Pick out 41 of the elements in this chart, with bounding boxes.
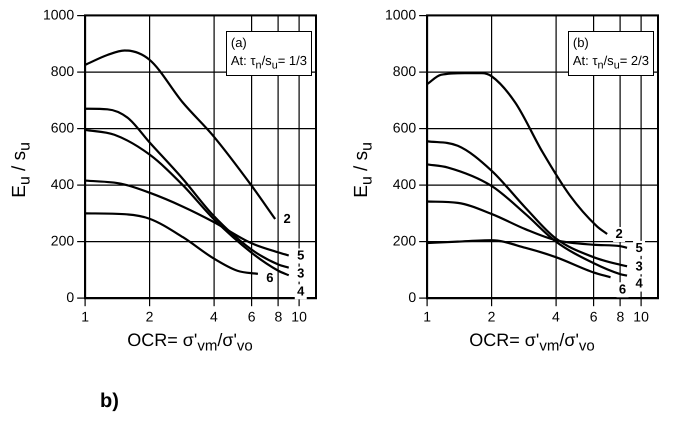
y-tick-label: 600 — [392, 119, 416, 136]
y-tick-label: 200 — [50, 232, 74, 248]
x-tick-label: 2 — [146, 308, 154, 324]
series-label: 3 — [297, 266, 304, 281]
series-label: 4 — [635, 276, 644, 291]
x-tick-label: 1 — [81, 308, 90, 324]
series-label: 6 — [618, 281, 626, 296]
y-tick-label: 600 — [50, 119, 74, 136]
x-tick-label: 6 — [590, 308, 598, 324]
x-tick-label: 6 — [248, 308, 256, 324]
series-label: 2 — [284, 211, 291, 226]
series-label: 3 — [635, 258, 643, 274]
y-tick-label: 800 — [50, 62, 74, 79]
y-tick-label: 400 — [50, 176, 74, 192]
x-tick-label: 8 — [274, 308, 282, 324]
x-axis-title: OCR= σ'$_{vm}$/σ'$_{vo}$ — [468, 330, 596, 355]
x-tick-label: 1 — [423, 308, 432, 324]
y-tick-label: 800 — [392, 62, 416, 79]
x-tick-label: 10 — [291, 308, 308, 324]
y-tick-label: 400 — [392, 176, 416, 192]
series-label: 5 — [297, 248, 304, 263]
annotation: (b) — [572, 35, 589, 50]
series-label: 5 — [635, 240, 643, 255]
series-label: 2 — [616, 226, 623, 242]
y-tick-label: 200 — [392, 232, 416, 248]
x-tick-label: 4 — [210, 308, 218, 324]
annotation: (a) — [230, 35, 247, 50]
x-tick-label: 2 — [488, 308, 496, 324]
y-tick-label: 1000 — [384, 6, 416, 22]
y-tick-label: 1000 — [42, 6, 74, 22]
series-label: 4 — [297, 283, 306, 298]
x-axis-title: OCR= σ'$_{vm}$/σ'$_{vo}$ — [126, 330, 254, 355]
series-label: 6 — [266, 270, 274, 285]
text: b) — [100, 390, 119, 413]
y-tick-label: 0 — [66, 289, 74, 306]
y-tick-label: 0 — [408, 289, 416, 306]
x-tick-label: 10 — [633, 308, 650, 324]
x-tick-label: 4 — [552, 308, 560, 324]
annotation: At: τ$_{n}$/s$_{u}$= 1/3 — [230, 52, 307, 72]
annotation: At: τ$_{n}$/s$_{u}$= 2/3 — [572, 52, 649, 72]
x-tick-label: 8 — [616, 308, 624, 324]
